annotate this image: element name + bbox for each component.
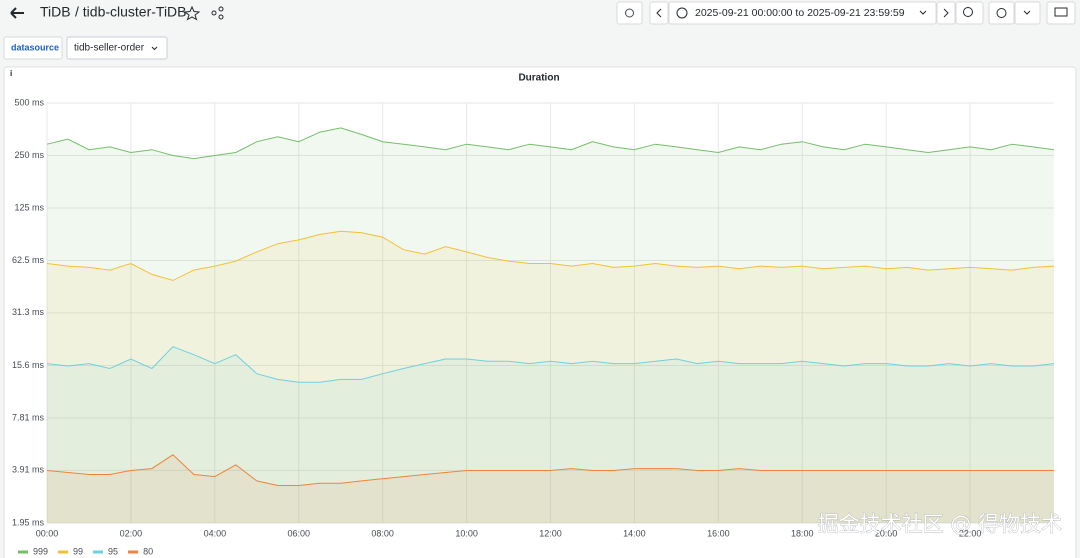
- back-button[interactable]: [10, 7, 24, 19]
- series-area: [47, 231, 1054, 523]
- legend-label[interactable]: 99: [73, 546, 83, 556]
- chevron-down: [151, 46, 158, 51]
- y-tick-label: 250 ms: [14, 150, 44, 160]
- chevron-down: [919, 10, 927, 15]
- settings-icon: [625, 8, 634, 18]
- y-tick-label: 3.91 ms: [12, 465, 45, 475]
- y-tick-label: 31.3 ms: [12, 307, 45, 317]
- share-icon[interactable]: [211, 6, 224, 20]
- x-tick-label: 20:00: [875, 528, 898, 538]
- series-line: [46, 346, 1055, 383]
- chevron-down: [1023, 10, 1031, 15]
- info-icon[interactable]: i: [10, 69, 12, 78]
- y-tick-label: 62.5 ms: [12, 255, 45, 265]
- y-tick-label: 15.6 ms: [12, 360, 45, 370]
- breadcrumb-root[interactable]: TiDB: [40, 4, 71, 20]
- x-tick-label: 12:00: [539, 528, 562, 538]
- dashboard-title[interactable]: / tidb-cluster-TiDB: [75, 4, 187, 20]
- x-tick-label: 00:00: [36, 528, 59, 538]
- variable-label-box: [3, 36, 63, 60]
- y-tick-label: 500 ms: [14, 97, 44, 107]
- x-tick-label: 08:00: [371, 528, 394, 538]
- series-area: [47, 454, 1054, 523]
- x-tick-label: 16:00: [707, 528, 730, 538]
- variable-select[interactable]: [66, 36, 168, 60]
- y-tick-label: 1.95 ms: [12, 517, 45, 527]
- refresh-icon: [996, 8, 1007, 18]
- star-icon[interactable]: [183, 5, 201, 21]
- time-picker[interactable]: [668, 1, 937, 25]
- tv-mode-button[interactable]: [1046, 1, 1076, 25]
- x-tick-label: 14:00: [623, 528, 646, 538]
- legend-label[interactable]: 80: [143, 546, 153, 556]
- x-tick-label: 06:00: [287, 528, 310, 538]
- legend-label[interactable]: 95: [108, 546, 118, 556]
- watermark: 掘金技术社区 @ 得物技术: [818, 512, 1062, 536]
- series-line: [46, 454, 1054, 486]
- refresh-button[interactable]: [988, 1, 1015, 25]
- chevron-right: [943, 8, 949, 18]
- x-tick-label: 22:00: [959, 528, 982, 538]
- series-line: [46, 127, 1055, 160]
- x-tick-label: 04:00: [204, 528, 227, 538]
- y-tick-label: 7.81 ms: [12, 412, 45, 422]
- y-tick-label: 125 ms: [14, 202, 44, 212]
- clock-icon: [676, 7, 688, 19]
- legend-label[interactable]: 999: [33, 546, 48, 556]
- variable-value: tidb-seller-order: [74, 43, 145, 54]
- time-forward-button[interactable]: [936, 1, 956, 25]
- series-line: [46, 230, 1055, 281]
- tv-icon: [1054, 7, 1068, 17]
- zoom-out-button[interactable]: [955, 1, 984, 25]
- series-area: [47, 127, 1054, 524]
- x-tick-label: 10:00: [455, 528, 478, 538]
- variable-label: datasource: [11, 42, 59, 52]
- settings-button[interactable]: [616, 1, 643, 25]
- panel-title[interactable]: Duration: [518, 73, 559, 84]
- time-range: 2025-09-21 00:00:00 to 2025-09-21 23:59:…: [695, 7, 905, 19]
- chevron-left: [656, 8, 662, 18]
- time-back-button[interactable]: [649, 1, 669, 25]
- series-area: [47, 346, 1054, 523]
- zoom-icon: [963, 7, 973, 17]
- x-tick-label: 02:00: [120, 528, 143, 538]
- x-tick-label: 18:00: [791, 528, 814, 538]
